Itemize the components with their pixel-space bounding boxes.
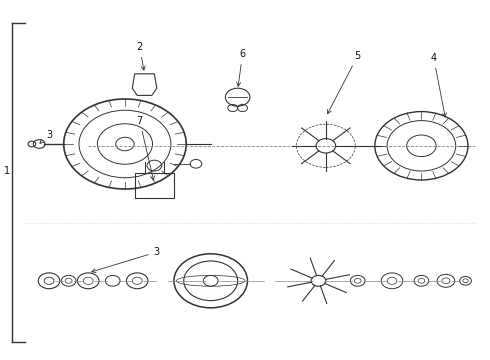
Text: 6: 6 [237, 49, 245, 86]
Text: 3: 3 [92, 247, 160, 273]
Text: 2: 2 [137, 42, 145, 70]
Text: 7: 7 [137, 116, 154, 180]
Text: 4: 4 [431, 53, 446, 117]
Text: 5: 5 [327, 51, 361, 114]
Text: 3: 3 [40, 130, 52, 143]
Text: 1: 1 [4, 166, 10, 176]
Bar [135, 173, 174, 198]
